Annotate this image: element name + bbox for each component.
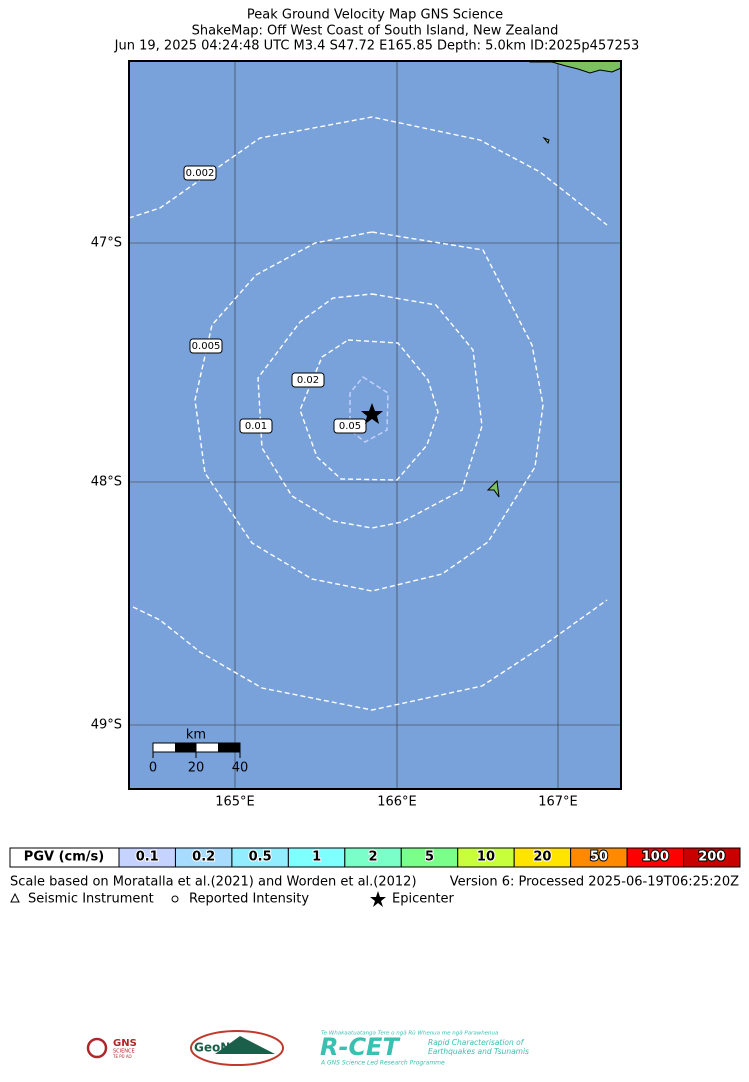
contour-label-box <box>189 338 223 354</box>
scale-label: 40 <box>232 761 249 776</box>
lat-label: 48°S <box>91 475 122 490</box>
contour-label-box <box>183 165 217 181</box>
scale-label: 20 <box>188 761 205 776</box>
legend-label: 200 <box>698 850 725 865</box>
map-frame <box>128 60 622 790</box>
title: Peak Ground Velocity Map GNS Science <box>247 8 503 23</box>
logo-text: R-CET <box>320 1033 400 1061</box>
lon-label: 165°E <box>215 795 255 810</box>
legend-cell <box>683 847 741 868</box>
legend-label: 10 <box>477 850 495 865</box>
contour-label: 0.002 <box>186 168 215 179</box>
logo-text: GeoNet <box>194 1041 244 1055</box>
epicenter <box>361 403 383 424</box>
contours <box>128 116 608 711</box>
graticule <box>129 61 621 789</box>
key-label: Epicenter <box>392 892 455 907</box>
contour-label-box <box>333 418 367 434</box>
intensity-icon <box>171 895 179 903</box>
lat-label: 49°S <box>91 718 122 733</box>
lat-label: 47°S <box>91 236 122 251</box>
legend-label: 0.1 <box>136 850 159 865</box>
rcet-logo: Te Whakaatuatanga Tere o ngā Rū Whenua m… <box>320 1031 529 1067</box>
logo-text: Earthquakes and Tsunamis <box>428 1047 529 1056</box>
event-info: Jun 19, 2025 04:24:48 UTC M3.4 S47.72 E1… <box>114 39 640 54</box>
legend-label: 2 <box>369 850 378 865</box>
logo-text: Rapid Characterisation of <box>428 1038 525 1047</box>
gns-logo: GNS SCIENCE TE PŪ AO <box>86 1037 137 1059</box>
subtitle: ShakeMap: Off West Coast of South Island… <box>192 24 559 39</box>
version: Version 6: Processed 2025-06-19T06:25:20… <box>450 875 739 890</box>
contour-label-box <box>239 418 273 434</box>
geonet-logo: GeoNet <box>190 1030 284 1066</box>
logo-text: TE PŪ AO <box>112 1054 132 1059</box>
legend-label: 0.5 <box>249 850 272 865</box>
scale-note: Scale based on Moratalla et al.(2021) an… <box>10 875 417 890</box>
contour-label: 0.01 <box>245 421 267 432</box>
instrument-icon <box>10 892 20 903</box>
ocean <box>129 61 621 789</box>
legend-label: 100 <box>642 850 669 865</box>
legend-label: 0.2 <box>192 850 215 865</box>
legend-label: 5 <box>425 850 434 865</box>
contour-label: 0.05 <box>339 421 361 432</box>
lon-label: 167°E <box>538 795 578 810</box>
scale-bar: km 0 20 40 <box>149 728 248 776</box>
scale-unit: km <box>186 728 206 743</box>
legend-label: 50 <box>590 850 608 865</box>
logo-text: Te Whakaatuatanga Tere o ngā Rū Whenua m… <box>321 1031 499 1037</box>
key-label: Reported Intensity <box>189 892 309 907</box>
logo-text: GNS <box>113 1038 137 1049</box>
contour-label: 0.02 <box>297 375 319 386</box>
contour-label: 0.005 <box>192 341 221 352</box>
legend-title: PGV (cm/s) <box>24 850 104 865</box>
island <box>486 479 500 498</box>
legend-label: 1 <box>312 850 321 865</box>
lon-label: 166°E <box>377 795 417 810</box>
epicenter-icon <box>370 891 386 907</box>
scale-label: 0 <box>149 761 157 776</box>
logo-text: A GNS Science Led Research Programme <box>320 1060 445 1067</box>
legend-label: 20 <box>533 850 551 865</box>
land <box>542 136 550 145</box>
contour-label-box <box>291 372 325 388</box>
logo-text: SCIENCE <box>113 1049 135 1055</box>
key-label: Seismic Instrument <box>28 892 154 907</box>
